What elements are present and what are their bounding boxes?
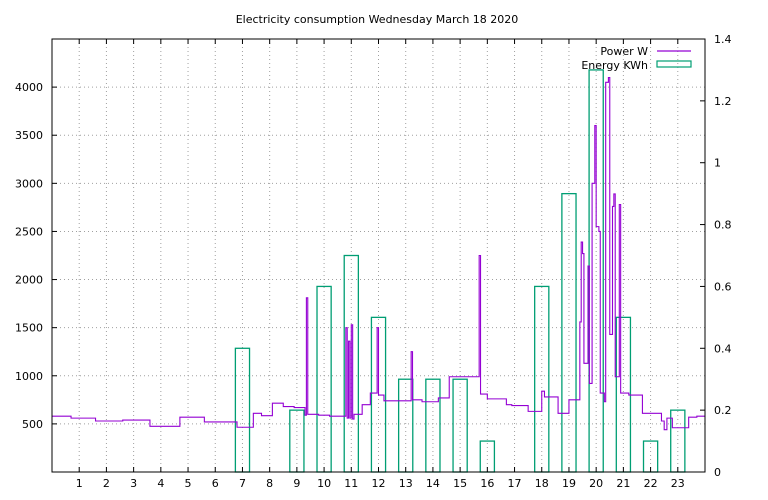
y-tick-label: 4000 <box>15 81 43 94</box>
power-line-layer <box>52 76 705 431</box>
x-tick-label: 17 <box>508 477 522 490</box>
x-tick-label: 12 <box>372 477 386 490</box>
y-tick-label: 2500 <box>15 225 43 238</box>
x-tick-label: 3 <box>130 477 137 490</box>
y2-tick-label: 0 <box>714 466 721 479</box>
legend: Power W Energy KWh <box>581 45 692 72</box>
x-tick-label: 1 <box>76 477 83 490</box>
y-tick-label: 1500 <box>15 322 43 335</box>
x-tick-label: 5 <box>185 477 192 490</box>
chart-title: Electricity consumption Wednesday March … <box>236 13 519 26</box>
x-tick-label: 22 <box>644 477 658 490</box>
y2-tick-label: 0.8 <box>714 219 732 232</box>
x-tick-label: 7 <box>239 477 246 490</box>
x-tick-label: 23 <box>671 477 685 490</box>
x-tick-label: 11 <box>344 477 358 490</box>
x-tick-label: 13 <box>399 477 413 490</box>
legend-swatch-energy <box>656 60 692 68</box>
x-tick-label: 21 <box>616 477 630 490</box>
y2-tick-label: 1 <box>714 157 721 170</box>
legend-label-power: Power W <box>600 45 648 58</box>
y2-tick-label: 0.2 <box>714 404 732 417</box>
y-tick-label: 1000 <box>15 370 43 383</box>
x-tick-label: 8 <box>266 477 273 490</box>
y2-tick-label: 1.2 <box>714 95 732 108</box>
y2-tick-label: 0.6 <box>714 280 732 293</box>
y-tick-label: 3500 <box>15 129 43 142</box>
y2-tick-label: 0.4 <box>714 342 732 355</box>
x-tick-label: 19 <box>562 477 576 490</box>
x-tick-label: 20 <box>589 477 603 490</box>
energy-bar <box>425 378 441 473</box>
y-tick-label: 2000 <box>15 274 43 287</box>
x-tick-label: 2 <box>103 477 110 490</box>
energy-bar <box>234 347 251 473</box>
y2-tick-label: 1.4 <box>714 33 732 46</box>
x-tick-label: 10 <box>317 477 331 490</box>
x-tick-label: 9 <box>293 477 300 490</box>
y-tick-label: 500 <box>22 418 43 431</box>
energy-bar <box>452 378 468 473</box>
x-tick-label: 15 <box>453 477 467 490</box>
x-tick-label: 18 <box>535 477 549 490</box>
grid-layer <box>52 39 705 472</box>
y-tick-label: 3000 <box>15 177 43 190</box>
x-tick-label: 14 <box>426 477 440 490</box>
axes-layer: 1 2 3 4 5 6 7 8 9 10 11 12 13 14 15 16 17 18 19 20 21 22 23500… <box>15 33 732 490</box>
x-tick-label: 16 <box>480 477 494 490</box>
legend-label-energy: Energy KWh <box>581 59 648 72</box>
x-tick-label: 6 <box>212 477 219 490</box>
power-line <box>52 76 705 431</box>
x-tick-label: 4 <box>157 477 164 490</box>
